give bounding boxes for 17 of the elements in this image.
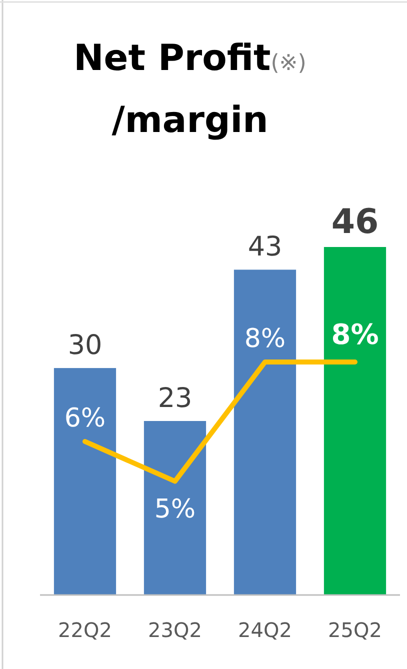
chart-title: Net Profit(※) /margin xyxy=(74,38,306,141)
data-label: 30 xyxy=(68,330,102,362)
x-tick-label: 24Q2 xyxy=(238,618,292,642)
data-label: 8% xyxy=(244,324,286,354)
bar xyxy=(324,247,386,595)
data-label: 23 xyxy=(158,383,192,414)
x-tick-label: 22Q2 xyxy=(58,618,112,642)
bar xyxy=(234,270,296,595)
data-label: 8% xyxy=(331,318,379,351)
x-tick-label: 23Q2 xyxy=(148,618,202,642)
data-label: 46 xyxy=(331,202,379,242)
data-label: 5% xyxy=(154,494,196,524)
bar xyxy=(144,421,206,595)
bar xyxy=(54,368,116,595)
x-tick-label: 25Q2 xyxy=(328,618,382,642)
data-label: 43 xyxy=(248,232,282,263)
data-label: 6% xyxy=(64,404,106,434)
